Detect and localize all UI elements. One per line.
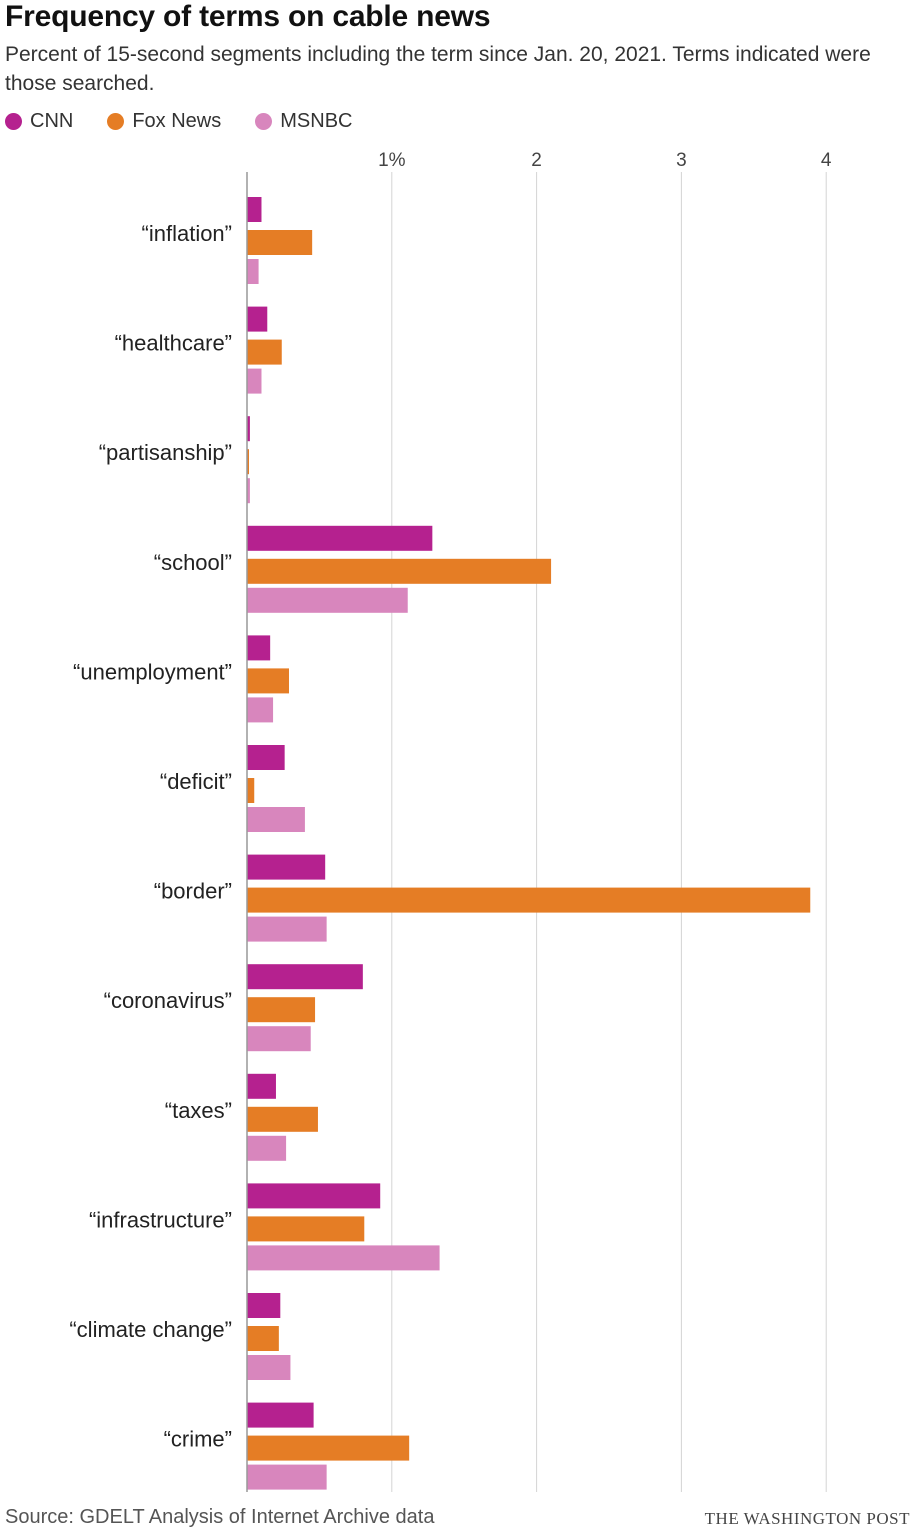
category-label: “healthcare”: [115, 331, 232, 356]
x-tick-label: 2: [531, 150, 542, 171]
bar-chart: 1% 2 3 4 “inflation” “healthcare” “partisanshi…: [69, 150, 832, 1492]
bar: [247, 1106, 318, 1132]
bar: [247, 1216, 365, 1242]
bar: [247, 668, 289, 694]
bar: [247, 339, 282, 365]
x-tick-label: 4: [821, 150, 832, 171]
bar: [247, 997, 316, 1023]
bar: [247, 1073, 276, 1099]
chart-subtitle: Percent of 15-second segments including …: [5, 43, 871, 95]
bar: [247, 1326, 279, 1351]
legend-item-fox-news: Fox News: [107, 110, 221, 133]
category-label: “deficit”: [160, 769, 232, 794]
bar: [247, 916, 327, 942]
category-label: “border”: [154, 879, 232, 904]
bar: [247, 416, 250, 442]
category-label: “coronavirus”: [104, 988, 232, 1013]
bar: [247, 1464, 327, 1490]
bar: [247, 745, 285, 770]
legend-label-cnn: CNN: [30, 109, 74, 132]
bar: [247, 697, 274, 723]
category-label: “infrastructure”: [89, 1207, 232, 1232]
bar: [247, 1402, 314, 1428]
legend-label-fox-news: Fox News: [132, 109, 222, 132]
bar: [247, 1183, 381, 1209]
chart-title: Frequency of terms on cable news: [5, 0, 491, 33]
bar: [247, 1293, 281, 1318]
bar: [247, 635, 271, 661]
bar: [247, 306, 268, 332]
category-label: “unemployment”: [73, 659, 232, 684]
bar: [247, 964, 363, 990]
legend-item-cnn: CNN: [5, 110, 73, 133]
bar: [247, 525, 433, 551]
legend-swatch-msnbc: [255, 112, 273, 130]
category-label: “crime”: [164, 1427, 232, 1452]
bar: [247, 368, 262, 394]
x-tick-label: 3: [676, 150, 687, 171]
legend-item-msnbc: MSNBC: [255, 110, 352, 133]
legend-swatch-cnn: [5, 112, 22, 130]
bar: [247, 197, 262, 222]
bar: [247, 1135, 287, 1161]
category-label: “school”: [154, 550, 232, 575]
publisher-credit: THE WASHINGTON POST: [704, 1509, 910, 1528]
category-label: “climate change”: [69, 1317, 232, 1342]
category-label: “inflation”: [142, 221, 232, 246]
bar: [247, 558, 552, 584]
bar: [247, 1245, 440, 1271]
category-label: “taxes”: [165, 1098, 232, 1123]
bar: [247, 887, 811, 913]
bar: [247, 778, 255, 803]
legend-swatch-fox-news: [107, 112, 125, 130]
category-label: “partisanship”: [99, 440, 232, 465]
x-tick-label: 1%: [378, 150, 406, 171]
bar: [247, 230, 313, 255]
legend: CNN Fox News MSNBC: [5, 108, 386, 134]
bar: [247, 1355, 291, 1380]
bar: [247, 259, 259, 284]
bar: [247, 449, 249, 475]
source-note: Source: GDELT Analysis of Internet Archi…: [5, 1506, 435, 1528]
bar: [247, 1435, 410, 1461]
bar: [247, 1026, 311, 1052]
bar: [247, 478, 250, 504]
legend-label-msnbc: MSNBC: [280, 109, 353, 132]
bar: [247, 807, 305, 832]
bar: [247, 854, 326, 880]
bar: [247, 587, 408, 613]
